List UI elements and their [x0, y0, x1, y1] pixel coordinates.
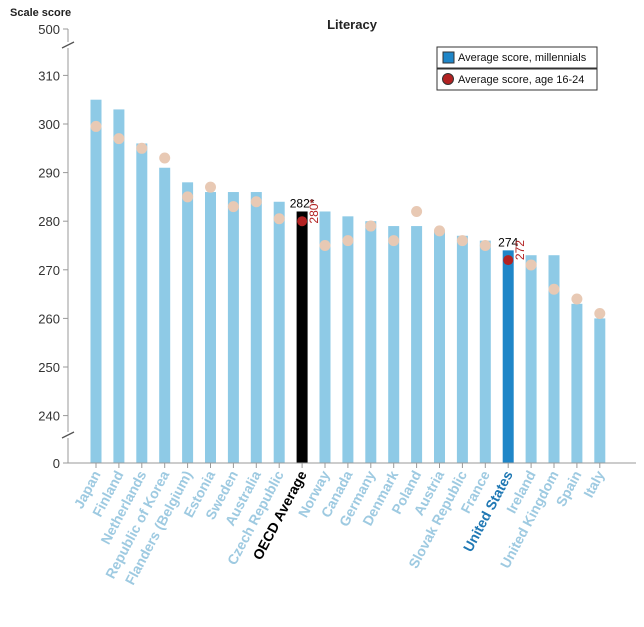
bar-oecd-average [296, 211, 308, 463]
bar-norway [319, 211, 331, 463]
bar-australia [250, 192, 262, 464]
y-tick-label-280: 280 [38, 214, 60, 229]
point-ireland [525, 259, 537, 271]
y-tick-label-0: 0 [53, 456, 60, 471]
bar-canada [342, 216, 354, 463]
bar-republic-of-korea [159, 167, 171, 464]
legend-swatch-millennials [442, 51, 455, 64]
point-slovak-republic [456, 235, 468, 247]
bar-flanders-belgium [182, 182, 194, 463]
point-austria [434, 225, 445, 237]
bar-italy [594, 318, 606, 463]
point-value-label-oecd-average: 280* [307, 199, 321, 224]
point-series-age-16-24 [90, 120, 606, 320]
point-united-kingdom [548, 283, 560, 295]
point-spain [571, 293, 583, 305]
chart-title: Literacy [327, 17, 378, 32]
bar-austria [434, 230, 445, 463]
legend: Average score, millennials Average score… [436, 46, 598, 91]
bar-slovak-republic [456, 235, 468, 463]
point-flanders-belgium [182, 191, 194, 203]
point-denmark [388, 235, 400, 247]
legend-box-millennials [436, 46, 598, 69]
bar-sweden [227, 192, 239, 464]
point-germany [365, 220, 377, 232]
point-canada [342, 235, 354, 247]
legend-swatch-age-16-24 [442, 73, 454, 85]
bar-value-label-oecd-average: 282* [290, 196, 315, 210]
point-finland [113, 133, 125, 145]
y-tick-label-250: 250 [38, 360, 60, 375]
y-tick-label-290: 290 [38, 166, 60, 181]
bar-estonia [205, 192, 216, 464]
point-japan [90, 120, 102, 132]
point-sweden [227, 201, 239, 213]
legend-label-millennials: Average score, millennials [458, 52, 587, 64]
bar-value-label-united-states: 274 [498, 235, 518, 249]
y-tick-label-500: 500 [38, 22, 60, 37]
y-tick-label-270: 270 [38, 263, 60, 278]
bar-series-millennials [90, 99, 606, 464]
point-france [479, 240, 491, 251]
point-poland [411, 205, 423, 217]
point-republic-of-korea [159, 152, 171, 164]
legend-label-age-16-24: Average score, age 16-24 [458, 74, 584, 86]
point-norway [319, 240, 331, 251]
point-value-label-united-states: 272 [513, 240, 527, 260]
bar-poland [411, 226, 423, 463]
y-tick-label-300: 300 [38, 117, 60, 132]
point-united-states [503, 255, 514, 266]
y-axis: 500 310 300 290 280 270 260 250 240 0 [38, 22, 75, 471]
y-tick-label-240: 240 [38, 409, 60, 424]
bar-germany [365, 221, 377, 463]
bar-czech-republic [273, 201, 285, 463]
bar-japan [90, 99, 102, 463]
x-tick-label-italy: Italy [580, 468, 607, 500]
point-italy [594, 308, 606, 320]
y-tick-label-310: 310 [38, 68, 60, 83]
legend-box-age-16-24 [436, 68, 598, 91]
bar-denmark [388, 226, 400, 463]
bar-spain [571, 303, 583, 463]
y-axis-label: Scale score [10, 7, 71, 19]
bar-ireland [525, 255, 537, 463]
point-netherlands [136, 142, 148, 154]
bar-united-states [502, 250, 514, 463]
axis-break-lower [61, 431, 75, 439]
point-czech-republic [273, 213, 285, 225]
point-australia [250, 196, 262, 208]
bar-united-kingdom [548, 255, 560, 463]
bar-finland [113, 109, 125, 464]
bar-netherlands [136, 143, 148, 463]
point-oecd-average [297, 216, 308, 227]
point-estonia [205, 181, 216, 193]
bar-france [479, 240, 491, 463]
axis-break-upper [61, 41, 75, 49]
y-tick-label-260: 260 [38, 311, 60, 326]
